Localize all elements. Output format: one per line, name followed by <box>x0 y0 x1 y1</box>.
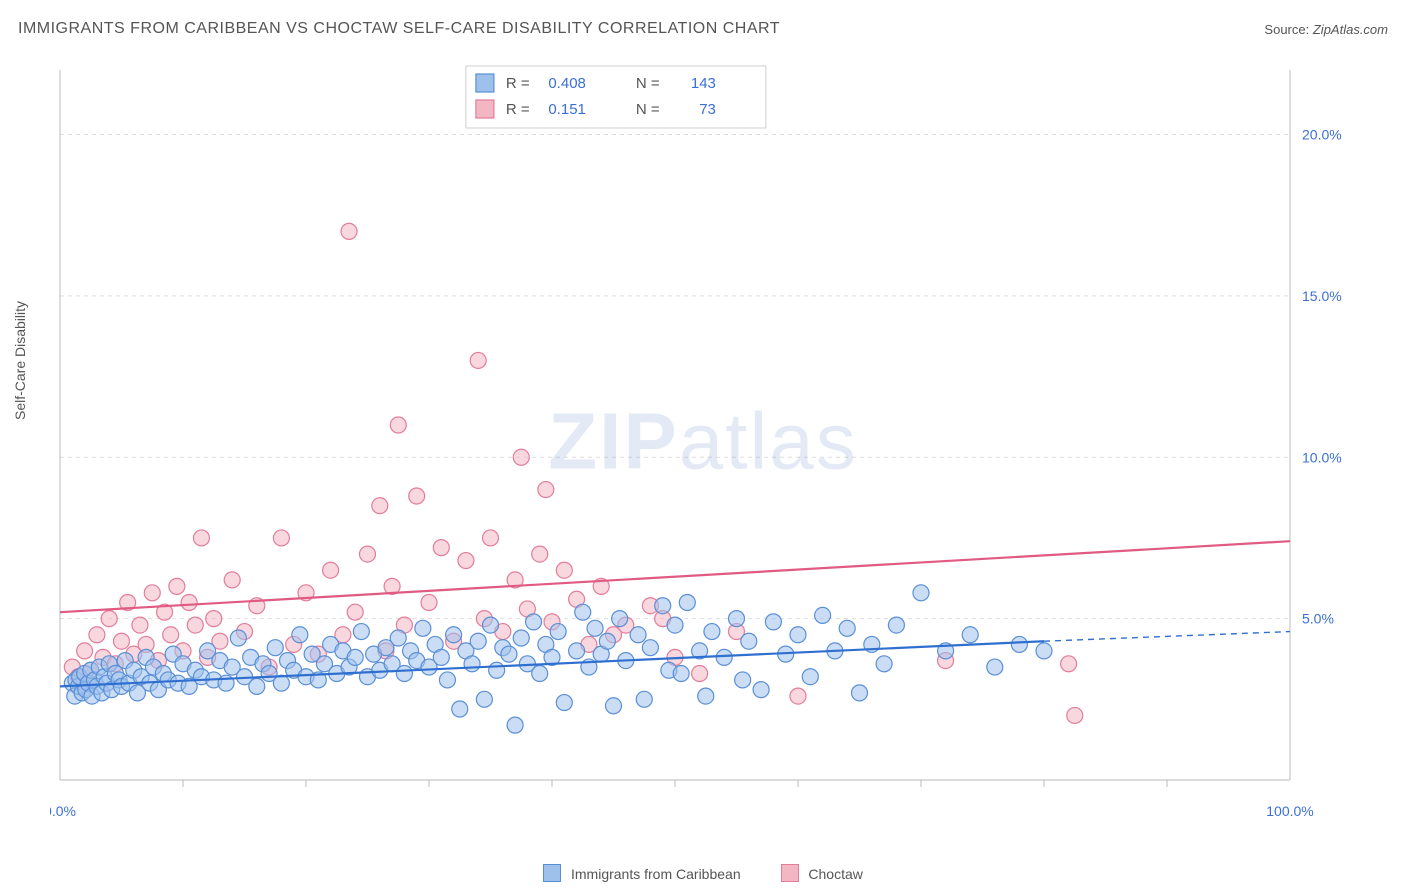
legend-swatch-blue <box>543 864 561 882</box>
svg-text:20.0%: 20.0% <box>1302 127 1342 143</box>
legend-bottom: Immigrants from Caribbean Choctaw <box>0 864 1406 882</box>
svg-text:143: 143 <box>691 75 716 92</box>
scatter-chart: 5.0% 10.0% 15.0% 20.0% 0.0% 100.0% R = 0.408 N =… <box>50 60 1370 820</box>
source-label: Source: <box>1264 22 1309 37</box>
svg-text:0.151: 0.151 <box>548 101 586 118</box>
plot-area: 5.0% 10.0% 15.0% 20.0% 0.0% 100.0% R = 0.408 N =… <box>50 60 1370 820</box>
y-axis-label: Self-Care Disability <box>12 301 28 420</box>
svg-text:73: 73 <box>699 101 716 118</box>
svg-text:N =: N = <box>636 101 660 118</box>
svg-text:100.0%: 100.0% <box>1266 803 1313 819</box>
svg-text:R =: R = <box>506 75 530 92</box>
svg-text:0.408: 0.408 <box>548 75 586 92</box>
header: IMMIGRANTS FROM CARIBBEAN VS CHOCTAW SEL… <box>18 20 1388 50</box>
svg-text:N =: N = <box>636 75 660 92</box>
legend-label-blue: Immigrants from Caribbean <box>571 866 741 882</box>
svg-text:R =: R = <box>506 101 530 118</box>
legend-item-pink: Choctaw <box>781 866 863 882</box>
svg-text:10.0%: 10.0% <box>1302 449 1342 465</box>
legend-label-pink: Choctaw <box>808 866 862 882</box>
source-value: ZipAtlas.com <box>1313 22 1388 37</box>
svg-text:5.0%: 5.0% <box>1302 611 1334 627</box>
svg-text:0.0%: 0.0% <box>50 803 76 819</box>
legend-swatch-pink <box>781 864 799 882</box>
svg-text:15.0%: 15.0% <box>1302 288 1342 304</box>
legend-item-blue: Immigrants from Caribbean <box>543 866 744 882</box>
chart-title: IMMIGRANTS FROM CARIBBEAN VS CHOCTAW SEL… <box>18 20 780 37</box>
source-attribution: Source: ZipAtlas.com <box>1264 22 1388 37</box>
